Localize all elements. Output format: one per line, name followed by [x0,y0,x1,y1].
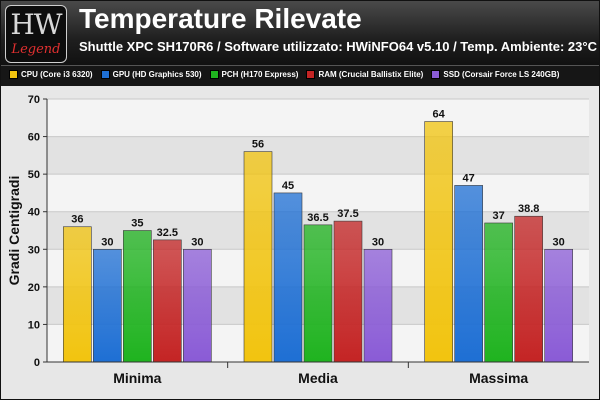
legend-item: PCH (H170 Express) [209,70,299,79]
legend-label: PCH (H170 Express) [221,70,299,79]
chart-legend: CPU (Core i3 6320) GPU (HD Graphics 530) P… [1,65,599,86]
y-tick-label: 0 [34,357,40,369]
data-label: 45 [282,180,294,192]
legend-swatch [100,70,110,79]
data-label: 56 [252,139,264,151]
bar [514,215,543,363]
data-label: 37 [493,210,505,222]
bar [93,248,122,363]
y-tick-label: 50 [28,169,40,181]
legend-item: CPU (Core i3 6320) [9,70,93,79]
data-label: 38.8 [518,203,539,215]
logo-text: HW [10,8,62,41]
data-label: 36.5 [307,212,328,224]
data-label: 35 [131,218,143,230]
bar [454,185,483,363]
bar [544,248,573,363]
data-label: 47 [463,172,475,184]
bar [424,121,453,363]
data-label: 30 [101,236,113,248]
data-label: 30 [372,236,384,248]
chart-header: HW Legend Temperature Rilevate Shuttle X… [1,1,599,65]
legend-swatch [431,70,441,79]
legend-swatch [306,70,316,79]
legend-label: SSD (Corsair Force LS 240GB) [443,70,560,79]
legend-item: GPU (HD Graphics 530) [100,70,202,79]
data-label: 64 [433,109,446,121]
bar [153,239,182,363]
legend-item: RAM (Crucial Ballistix Elite) [306,70,423,79]
chart-plot: 36 30 35 32.5 30 Minima 56 45 36.5 37.5 30 Media 64 4… [6,94,589,386]
y-tick-label: 70 [28,94,40,106]
bar [243,151,273,363]
chart-subtitle: Shuttle XPC SH170R6 / Software utilizzat… [79,39,597,54]
legend-label: RAM (Crucial Ballistix Elite) [318,70,424,79]
bar [273,192,303,363]
logo-subtext: Legend [11,42,61,57]
y-tick-label: 40 [28,207,40,219]
x-tick-label: Massima [469,370,528,386]
data-label: 37.5 [337,208,358,220]
bar [123,230,152,363]
legend-label: GPU (HD Graphics 530) [112,70,202,79]
legend-swatch [209,70,219,79]
legend-items: CPU (Core i3 6320) GPU (HD Graphics 530) P… [9,70,559,79]
x-tick-label: Minima [113,370,161,386]
bar [303,224,333,363]
y-tick-label: 60 [28,132,40,144]
y-tick-label: 30 [28,244,40,256]
bar [333,220,363,363]
data-label: 30 [191,236,203,248]
hwlegend-logo: HW Legend [5,5,67,63]
y-tick-label: 10 [28,319,40,331]
legend-label: CPU (Core i3 6320) [21,70,93,79]
x-tick-label: Media [298,370,338,386]
chart-title: Temperature Rilevate [79,3,362,34]
legend-item: SSD (Corsair Force LS 240GB) [431,70,559,79]
bar [183,248,212,363]
y-axis-label: Gradi Centigradi [6,176,22,286]
data-label: 36 [71,214,83,226]
data-label: 32.5 [157,227,178,239]
grid-band [47,136,589,175]
y-tick-label: 20 [28,282,40,294]
bar [484,222,513,363]
data-label: 30 [553,236,565,248]
bar [63,226,92,363]
legend-swatch [9,70,18,79]
bar [363,248,393,363]
